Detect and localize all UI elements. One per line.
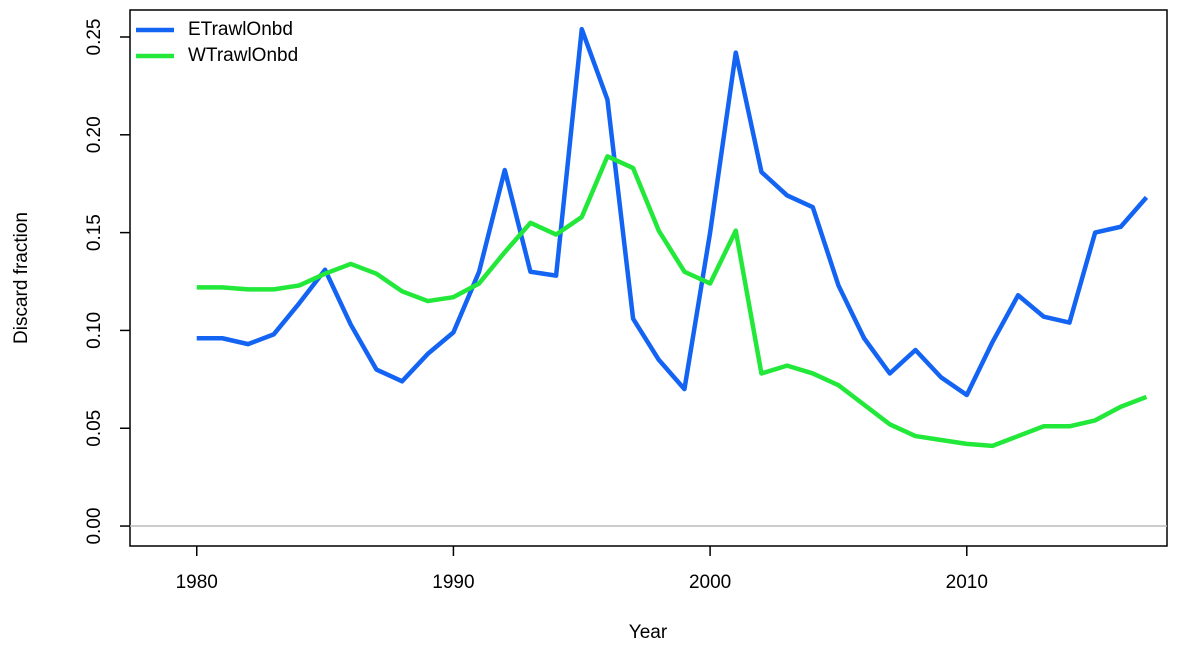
y-tick-label: 0.05 (84, 410, 105, 447)
x-axis-label: Year (629, 622, 668, 643)
x-tick-label: 2010 (946, 572, 988, 593)
x-tick-label: 1990 (432, 572, 474, 593)
line-series (196, 26, 1149, 398)
legend-label: WTrawlOnbd (188, 45, 298, 66)
x-tick-label: 2000 (689, 572, 731, 593)
legend-label: ETrawlOnbd (188, 19, 293, 40)
y-tick-label: 0.25 (84, 19, 105, 56)
line-series (196, 154, 1148, 449)
plot-frame (129, 9, 1168, 547)
y-tick-label: 0.00 (84, 508, 105, 545)
y-tick-label: 0.15 (84, 214, 105, 251)
x-tick-label: 1980 (176, 572, 218, 593)
y-tick-label: 0.10 (84, 312, 105, 349)
y-tick-label: 0.20 (84, 116, 105, 153)
y-axis-label: Discard fraction (11, 212, 32, 344)
